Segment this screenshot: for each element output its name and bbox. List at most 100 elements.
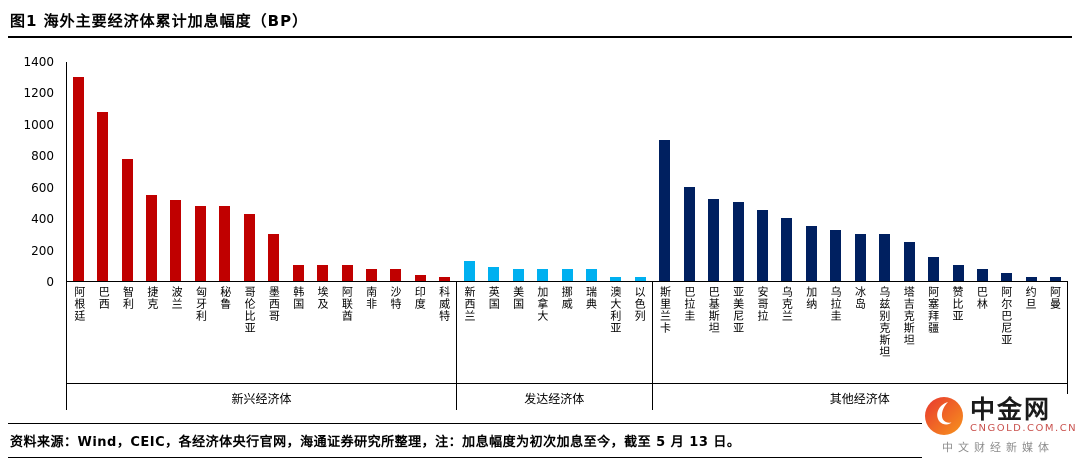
category-label: 哥伦比亚	[243, 286, 257, 334]
chart-title: 图1 海外主要经济体累计加息幅度（BP）	[10, 12, 309, 30]
bar-slot	[237, 62, 261, 281]
category-label-slot: 赞比亚	[945, 286, 969, 383]
bar	[561, 269, 573, 281]
bar	[610, 277, 622, 281]
category-label: 阿尔巴尼亚	[999, 286, 1013, 346]
category-label-slot: 匈牙利	[189, 286, 213, 383]
category-label: 加纳	[804, 286, 818, 310]
category-label-slot: 冰岛	[848, 286, 872, 383]
chart-group: 斯里兰卡 巴拉圭 巴基斯坦 亚美尼亚 安哥拉 乌克兰 加纳 乌拉圭 冰岛 乌兹别克斯坦 塔吉克斯坦阿…	[652, 62, 1069, 410]
category-label-slot: 英国	[481, 286, 505, 383]
category-label-slot: 乌克兰	[774, 286, 798, 383]
bar	[121, 159, 133, 281]
bar-slot	[408, 62, 432, 281]
bar-slot	[433, 62, 457, 281]
bar-slot	[604, 62, 628, 281]
category-label-slot: 韩国	[286, 286, 310, 383]
logo-domain: CNGOLD.COM.CN	[970, 423, 1078, 434]
bar	[585, 269, 597, 281]
category-label: 印度	[413, 286, 427, 310]
category-label-slot: 斯里兰卡	[653, 286, 677, 383]
bar-slot	[286, 62, 310, 281]
source-note: 资料来源：Wind，CEIC，各经济体央行官网，海通证券研究所整理，注：加息幅度…	[10, 435, 741, 450]
category-label-slot: 秘鲁	[213, 286, 237, 383]
group-label: 新兴经济体	[231, 392, 292, 406]
category-label-slot: 阿根廷	[67, 286, 91, 383]
logo-name: 中金网	[970, 395, 1052, 424]
y-tick-label: 400	[31, 212, 54, 227]
bar-slot	[481, 62, 505, 281]
category-label: 沙特	[388, 286, 402, 310]
bar-slot	[115, 62, 139, 281]
logo-text-block: 中金网 CNGOLD.COM.CN	[970, 397, 1077, 435]
bar-slot	[579, 62, 603, 281]
bar-slot	[1019, 62, 1043, 281]
bar-slot	[530, 62, 554, 281]
bar	[170, 200, 182, 281]
bar-slot	[90, 62, 114, 281]
bar-slot	[457, 62, 481, 281]
category-label: 美国	[511, 286, 525, 310]
bar-slot	[506, 62, 530, 281]
category-label: 乌兹别克斯坦	[877, 286, 891, 358]
category-label-slot: 墨西哥	[262, 286, 286, 383]
category-label: 秘鲁	[218, 286, 232, 310]
category-label-slot: 瑞典	[579, 286, 603, 383]
category-label-slot: 阿尔巴尼亚	[994, 286, 1018, 383]
group-label: 发达经济体	[524, 392, 585, 406]
bar-slot	[555, 62, 579, 281]
category-label: 阿曼	[1048, 286, 1062, 310]
bar	[488, 266, 500, 281]
bar	[512, 269, 524, 281]
category-label: 阿根廷	[72, 286, 86, 322]
bar	[268, 233, 280, 281]
category-label-slot: 埃及	[310, 286, 334, 383]
bar-slot	[848, 62, 872, 281]
bar-slot	[653, 62, 677, 281]
bar	[194, 205, 206, 281]
category-label: 挪威	[560, 286, 574, 310]
category-label: 巴基斯坦	[707, 286, 721, 334]
bar-slot	[872, 62, 896, 281]
category-label-slot: 以色列	[627, 286, 651, 383]
bar	[830, 229, 842, 281]
bar	[903, 241, 915, 281]
category-label: 智利	[121, 286, 135, 310]
bar	[879, 233, 891, 281]
category-label-slot: 捷克	[140, 286, 164, 383]
category-label: 阿联酋	[340, 286, 354, 322]
bar-series	[66, 62, 458, 282]
bar-slot	[1044, 62, 1068, 281]
bar	[781, 218, 793, 281]
bar	[146, 194, 158, 281]
category-label: 匈牙利	[194, 286, 208, 322]
bar	[365, 269, 377, 281]
category-label: 塔吉克斯坦	[902, 286, 916, 346]
y-tick-label: 0	[46, 275, 54, 289]
logo-tagline: 中文财经新媒体	[942, 441, 1054, 454]
category-label: 冰岛	[853, 286, 867, 310]
category-label-slot: 澳大利亚	[603, 286, 627, 383]
category-label-slot: 阿塞拜疆	[921, 286, 945, 383]
category-label: 约旦	[1024, 286, 1038, 310]
y-tick-label: 200	[31, 243, 54, 258]
category-label: 科威特	[437, 286, 451, 322]
category-label-slot: 亚美尼亚	[726, 286, 750, 383]
category-label: 埃及	[316, 286, 330, 310]
bar	[414, 274, 426, 281]
category-label: 波兰	[170, 286, 184, 310]
bar-series	[652, 62, 1069, 282]
bar-slot	[775, 62, 799, 281]
category-label-slot: 阿联酋	[334, 286, 358, 383]
bar	[976, 269, 988, 281]
category-label-slot: 安哥拉	[750, 286, 774, 383]
category-label: 韩国	[291, 286, 305, 310]
category-label: 瑞典	[584, 286, 598, 310]
category-label: 阿塞拜疆	[926, 286, 940, 334]
category-label-slot: 加拿大	[530, 286, 554, 383]
bar-slot	[213, 62, 237, 281]
category-label-slot: 阿曼	[1043, 286, 1067, 383]
bar	[537, 269, 549, 281]
bar	[708, 198, 720, 281]
bar	[72, 76, 84, 281]
